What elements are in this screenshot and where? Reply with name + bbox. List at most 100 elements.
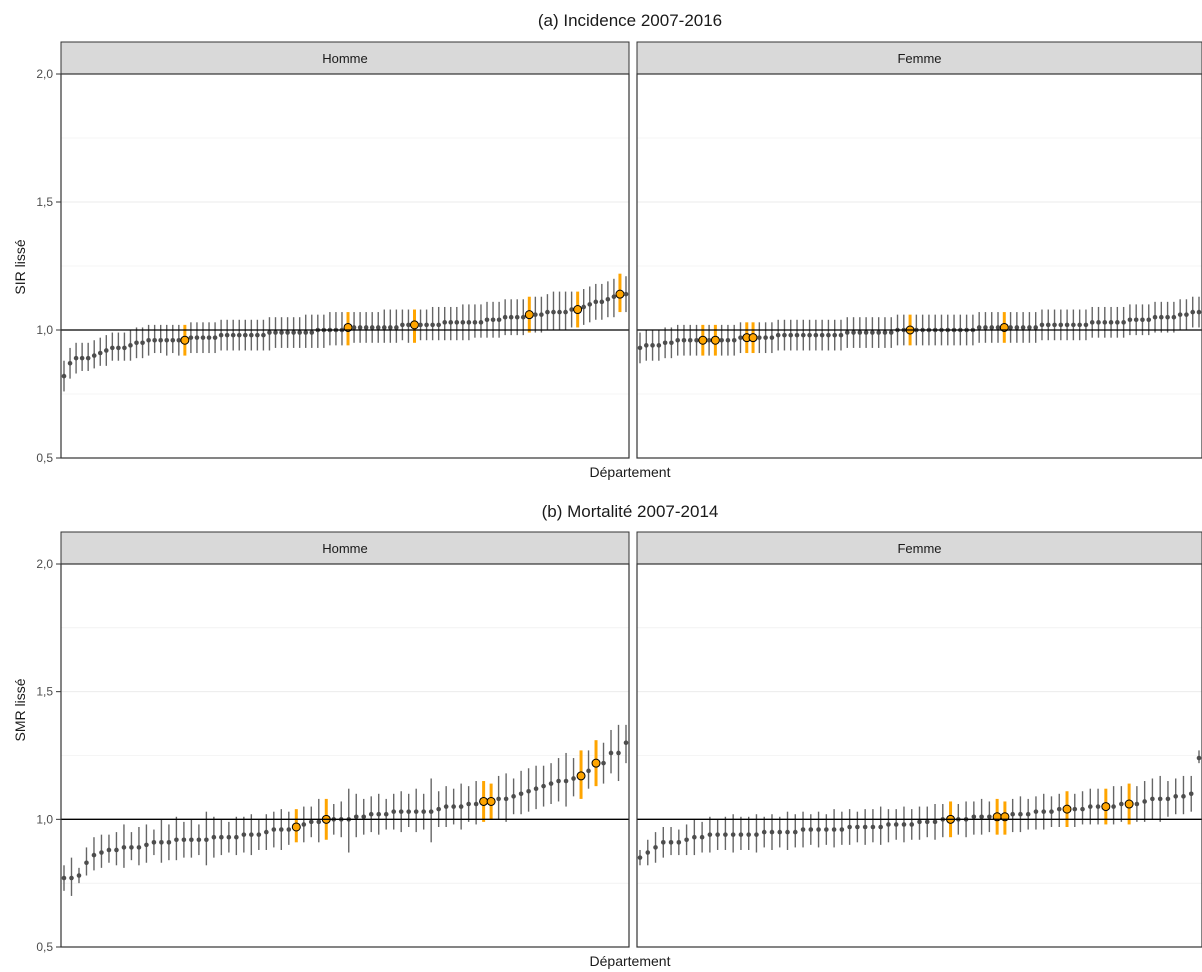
- facet-panels: 0,5 1,0 1,5 2,0 Homme Femme: [36, 41, 1202, 465]
- data-point: [706, 337, 712, 343]
- data-point: [976, 325, 982, 330]
- chart-title: (a) Incidence 2007-2016: [538, 11, 722, 30]
- data-point: [983, 325, 988, 330]
- data-point: [932, 819, 938, 825]
- data-point: [256, 832, 262, 837]
- data-point: [1064, 322, 1070, 328]
- data-point: [723, 832, 728, 837]
- data-point: [273, 330, 278, 335]
- data-point: [1010, 811, 1015, 817]
- data-point: [146, 337, 151, 343]
- data-point: [738, 335, 743, 340]
- highlight-point: [486, 796, 496, 806]
- data-point: [824, 827, 829, 832]
- data-point: [608, 750, 614, 756]
- highlight-point: [479, 796, 489, 806]
- data-point: [785, 829, 790, 835]
- data-point: [106, 847, 112, 853]
- data-point: [206, 335, 212, 340]
- data-point: [424, 322, 429, 328]
- data-point: [1196, 309, 1202, 315]
- data-point: [91, 353, 97, 358]
- data-point: [1033, 809, 1039, 814]
- data-point: [271, 827, 277, 832]
- data-point: [643, 343, 649, 348]
- data-point: [61, 373, 67, 379]
- data-point: [855, 824, 860, 830]
- data-point: [526, 788, 531, 794]
- y-tick-label: 0,5: [36, 451, 53, 465]
- data-point: [1077, 322, 1082, 328]
- data-point: [995, 325, 1001, 330]
- data-point: [490, 317, 496, 323]
- data-point: [775, 332, 781, 338]
- data-point: [807, 332, 812, 338]
- data-point: [917, 819, 922, 825]
- data-point: [656, 343, 662, 348]
- data-point: [650, 343, 655, 348]
- y-axis-title: SIR lissé: [12, 239, 28, 294]
- data-point: [170, 337, 176, 343]
- data-point: [241, 832, 247, 837]
- data-point: [316, 819, 322, 825]
- data-point: [1188, 791, 1194, 797]
- data-point: [301, 822, 307, 827]
- facet-strip: [60, 41, 630, 75]
- data-point: [363, 325, 369, 330]
- facet-strip: [636, 41, 1202, 75]
- data-point: [699, 834, 705, 840]
- data-point: [792, 829, 798, 835]
- data-point: [211, 834, 217, 840]
- data-points: [637, 750, 1202, 866]
- panel-border: [636, 563, 1202, 948]
- data-point: [1121, 320, 1126, 325]
- data-point: [383, 811, 389, 817]
- mortality-section: (b) Mortalité 2007-2014 SMR lissé Départ…: [12, 502, 1202, 969]
- panel-border: [60, 73, 630, 459]
- facet-strip-label: Homme: [322, 51, 368, 66]
- data-point: [67, 360, 73, 366]
- data-point: [391, 809, 397, 814]
- data-point: [224, 332, 230, 338]
- data-point: [707, 832, 713, 837]
- data-point: [838, 332, 844, 338]
- data-point: [413, 809, 419, 814]
- data-point: [1150, 796, 1155, 802]
- data-point: [813, 332, 819, 338]
- facet-panel-femme: Femme: [636, 531, 1202, 948]
- data-point: [571, 776, 576, 781]
- data-point: [987, 814, 992, 820]
- data-point: [134, 340, 139, 346]
- data-point: [593, 299, 599, 305]
- data-point: [851, 330, 856, 335]
- data-point: [267, 330, 272, 335]
- data-point: [754, 832, 759, 837]
- chart-title: (b) Mortalité 2007-2014: [542, 502, 719, 521]
- data-point: [769, 829, 775, 835]
- data-point: [1045, 322, 1051, 328]
- data-point: [563, 778, 569, 784]
- data-point: [533, 786, 539, 791]
- facet-strip-label: Homme: [322, 541, 368, 556]
- highlight-point: [409, 320, 419, 330]
- data-point: [1190, 309, 1196, 315]
- data-point: [1171, 314, 1177, 320]
- data-point: [1134, 801, 1140, 807]
- data-point: [676, 840, 682, 845]
- data-point: [200, 335, 206, 340]
- data-point: [351, 325, 357, 330]
- data-point: [611, 294, 617, 300]
- facet-strip-label: Femme: [897, 51, 941, 66]
- data-point: [212, 335, 218, 340]
- x-axis-title: Département: [590, 953, 671, 969]
- data-point: [1152, 314, 1158, 320]
- data-points: [61, 273, 629, 392]
- data-point: [1165, 314, 1170, 320]
- data-point: [368, 811, 374, 817]
- data-point: [1115, 320, 1120, 325]
- data-point: [104, 348, 109, 353]
- data-point: [882, 330, 888, 335]
- highlight-point: [615, 289, 625, 299]
- data-point: [863, 330, 869, 335]
- data-point: [1159, 314, 1164, 320]
